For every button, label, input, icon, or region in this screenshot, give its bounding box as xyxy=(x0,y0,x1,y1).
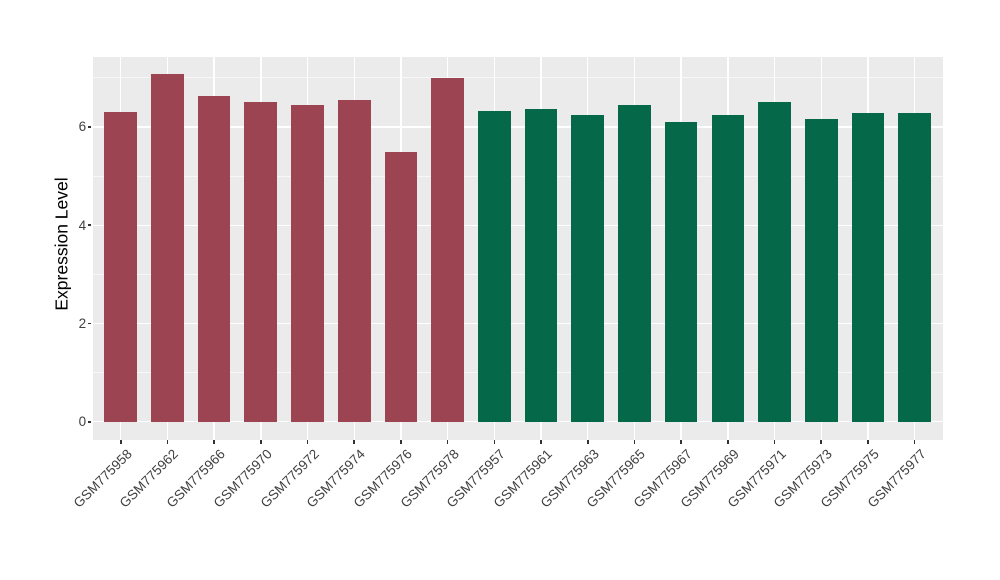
h-major-gridline xyxy=(92,224,943,226)
x-tick-mark xyxy=(306,440,309,444)
h-minor-gridline xyxy=(92,175,943,177)
bar-GSM775966 xyxy=(197,96,231,422)
x-tick-mark xyxy=(353,440,356,444)
bar-GSM775971 xyxy=(758,102,791,422)
x-tick-mark xyxy=(773,440,776,444)
x-tick-mark xyxy=(633,440,636,444)
h-minor-gridline xyxy=(92,77,943,79)
bar-GSM775967 xyxy=(664,121,698,422)
x-tick-mark xyxy=(119,440,122,444)
x-tick-mark xyxy=(867,440,869,444)
y-tick-label: 6 xyxy=(78,119,87,135)
bar-GSM775963 xyxy=(571,114,605,422)
y-axis-title: Expression Level xyxy=(51,177,72,311)
h-major-gridline xyxy=(92,126,943,128)
x-tick-mark xyxy=(586,440,589,444)
y-tick-label: 4 xyxy=(78,217,87,233)
x-tick-mark xyxy=(820,440,823,444)
bar-GSM775972 xyxy=(291,104,324,422)
y-tick-label: 2 xyxy=(78,315,87,331)
bar-GSM775965 xyxy=(618,104,651,422)
bar-GSM775974 xyxy=(337,99,371,422)
x-tick-mark xyxy=(446,440,449,444)
y-tick-mark xyxy=(88,421,92,423)
y-tick-mark xyxy=(88,322,92,325)
x-tick-mark xyxy=(493,440,496,444)
x-tick-mark xyxy=(166,440,169,444)
y-tick-mark xyxy=(88,126,92,128)
bar-GSM775961 xyxy=(524,109,558,422)
bar-GSM775976 xyxy=(384,151,418,422)
plot-panel xyxy=(92,56,943,440)
h-minor-gridline xyxy=(92,273,943,275)
y-tick-label: 0 xyxy=(78,414,87,430)
bar-GSM775958 xyxy=(104,111,138,422)
x-tick-mark xyxy=(213,440,215,444)
x-tick-mark xyxy=(540,440,542,444)
bar-GSM775975 xyxy=(851,113,885,422)
x-tick-mark xyxy=(680,440,682,444)
bar-GSM775969 xyxy=(711,114,745,422)
x-tick-mark xyxy=(727,440,729,444)
bar-GSM775977 xyxy=(898,113,931,422)
bar-GSM775970 xyxy=(244,101,278,422)
x-tick-mark xyxy=(260,440,262,444)
h-minor-gridline xyxy=(92,372,943,374)
bar-GSM775962 xyxy=(151,73,184,422)
h-major-gridline xyxy=(92,421,943,423)
h-major-gridline xyxy=(92,322,943,325)
bar-GSM775973 xyxy=(804,118,838,422)
bar-GSM775978 xyxy=(431,77,464,422)
x-tick-mark xyxy=(913,440,916,444)
bar-GSM775957 xyxy=(477,111,511,422)
x-tick-mark xyxy=(400,440,402,444)
y-tick-mark xyxy=(88,224,92,227)
